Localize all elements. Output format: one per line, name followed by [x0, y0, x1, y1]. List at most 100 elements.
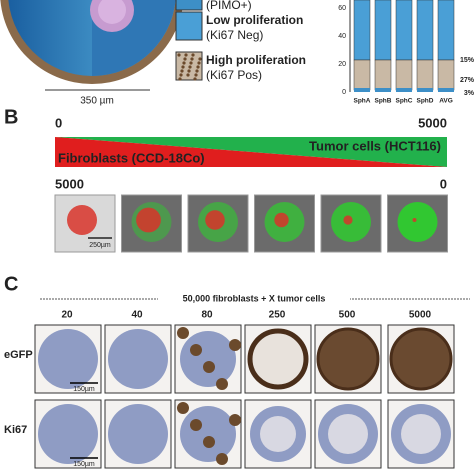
scale-label: 150µm: [73, 386, 95, 393]
scale-label: 150µm: [73, 461, 95, 468]
red-cells: [67, 205, 97, 235]
red-cells: [274, 212, 289, 228]
swatch-dot: [183, 57, 187, 61]
bar-upper: [395, 0, 413, 61]
swatch-dot: [179, 73, 183, 77]
red-cells: [205, 210, 225, 230]
y-tick-label: 40: [338, 33, 346, 40]
scale-start: 0: [55, 115, 62, 130]
cell-cluster: [216, 378, 228, 390]
bar-base: [396, 88, 412, 92]
bar-lower: [353, 59, 371, 91]
spheroid: [247, 328, 309, 390]
bar-base: [438, 88, 454, 92]
cell-cluster: [229, 414, 241, 426]
x-tick-label: SphB: [375, 98, 392, 105]
spheroid-core: [328, 414, 368, 454]
cell-cluster: [190, 419, 202, 431]
cell-cluster: [177, 402, 189, 414]
column-label: 80: [201, 310, 213, 321]
cell-cluster: [216, 453, 228, 465]
y-tick-label: 60: [338, 5, 346, 12]
bar-lower: [416, 59, 434, 91]
percent-label: 27%: [460, 77, 474, 84]
percent-label: 3%: [464, 90, 474, 97]
x-tick-label: SphA: [354, 98, 371, 105]
x-tick-label: AVG: [439, 98, 453, 105]
bar-lower: [395, 59, 413, 91]
scale-label: 350 µm: [80, 96, 114, 107]
column-label: 40: [131, 310, 143, 321]
legend-sub: (PIMO+): [206, 0, 252, 12]
swatch-dot: [184, 53, 188, 57]
panel-label: B: [4, 106, 18, 128]
cell-cluster: [190, 344, 202, 356]
swatch-dot: [180, 69, 184, 73]
column-label: 250: [269, 310, 286, 321]
column-label: 20: [61, 310, 73, 321]
red-cells: [412, 218, 417, 222]
spheroid-core: [260, 416, 296, 452]
cell-cluster: [203, 436, 215, 448]
swatch-dot: [197, 61, 201, 65]
spheroid: [316, 327, 380, 391]
swatch-dot: [177, 53, 181, 57]
bar-base: [354, 88, 370, 92]
swatch-dot: [198, 57, 202, 61]
x-tick-label: SphD: [417, 98, 434, 105]
spheroid-core: [401, 414, 441, 454]
cell-cluster: [177, 327, 189, 339]
scale-label: 250µm: [89, 242, 111, 249]
y-tick-label: 20: [338, 61, 346, 68]
bar-upper: [437, 0, 455, 61]
row-label: Ki67: [4, 424, 27, 436]
column-label: 5000: [409, 310, 432, 321]
swatch-dot: [190, 57, 194, 61]
legend-title: High proliferation: [206, 53, 306, 67]
spheroid: [180, 331, 236, 387]
bar-base: [417, 88, 433, 92]
swatch-dot: [193, 77, 197, 81]
header-bg: [158, 293, 350, 305]
scale-end: 0: [440, 176, 447, 191]
green-cells: [397, 202, 438, 242]
bar-base: [375, 88, 391, 92]
swatch-dot: [187, 69, 191, 73]
row-label: eGFP: [4, 349, 33, 361]
bar-lower: [437, 59, 455, 91]
swatch-dot: [191, 53, 195, 57]
spheroid: [180, 406, 236, 462]
percent-label: 15%: [460, 57, 474, 64]
legend-swatch: [175, 11, 203, 41]
red-cells: [136, 207, 161, 233]
cell-cluster: [229, 339, 241, 351]
legend-swatch: [175, 0, 203, 11]
legend-sub: (Ki67 Pos): [206, 68, 262, 82]
bar-upper: [374, 0, 392, 61]
header: 50,000 fibroblasts + X tumor cells: [183, 293, 326, 303]
spheroid: [108, 404, 168, 464]
fibroblast-gradient: [55, 137, 447, 167]
spheroid: [389, 327, 453, 391]
tumor-label: Tumor cells (HCT116): [309, 138, 441, 153]
swatch-dot: [196, 65, 200, 69]
swatch-dot: [186, 73, 190, 77]
scale-end: 5000: [418, 115, 447, 130]
spheroid: [108, 329, 168, 389]
swatch-dot: [189, 61, 193, 65]
swatch-dot: [194, 73, 198, 77]
swatch-dot: [182, 61, 186, 65]
swatch-dot: [181, 65, 185, 69]
swatch-dot: [195, 69, 199, 73]
legend-title: Low proliferation: [206, 13, 303, 27]
column-label: 500: [339, 310, 356, 321]
legend-sub: (Ki67 Neg): [206, 28, 263, 42]
x-tick-label: SphC: [396, 98, 413, 105]
spheroid: [38, 329, 98, 389]
panel-label: C: [4, 273, 18, 295]
scale-start: 5000: [55, 176, 84, 191]
red-cells: [343, 215, 353, 225]
spheroid-image: [0, 0, 184, 84]
swatch-dot: [188, 65, 192, 69]
